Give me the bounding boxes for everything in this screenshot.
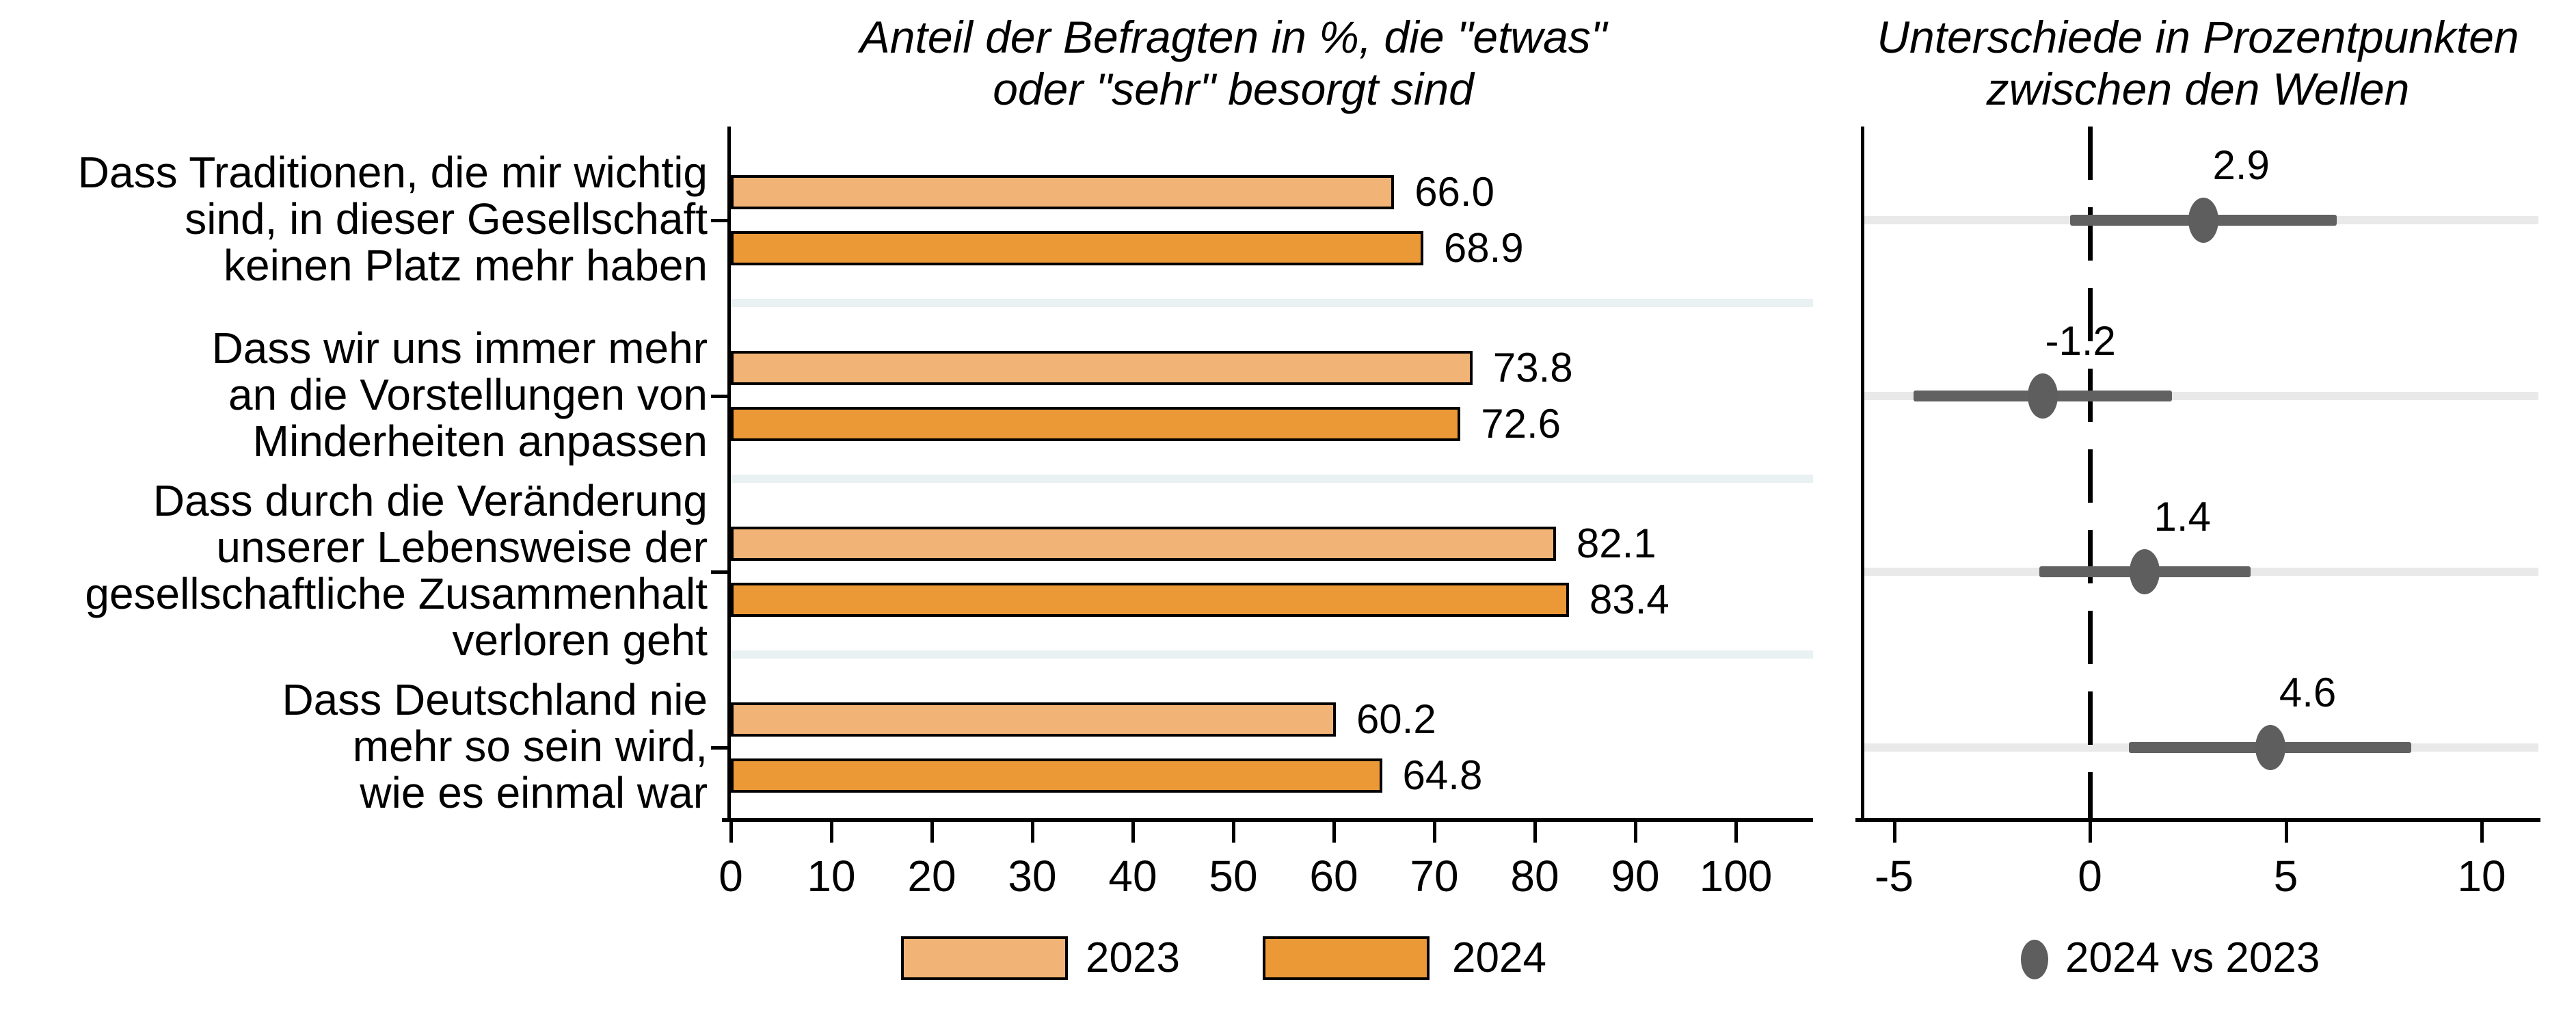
dot-panel-x-tick <box>2089 822 2092 843</box>
bar-2024 <box>731 758 1382 793</box>
dot-panel-x-tick-label: 5 <box>2273 851 2298 901</box>
category-axis-tick <box>711 570 729 574</box>
bar-value-label: 64.8 <box>1402 752 1483 798</box>
bar-panel-x-tick-label: 70 <box>1410 851 1459 901</box>
difference-value-label: 1.4 <box>2154 494 2211 540</box>
dot-panel-x-tick <box>2284 822 2288 843</box>
bar-panel-x-tick <box>1232 822 1235 843</box>
bar-panel-x-tick <box>1734 822 1738 843</box>
bar-panel-x-tick <box>1131 822 1135 843</box>
category-axis-tick <box>711 746 729 750</box>
legend-label-2024-vs-2023: 2024 vs 2023 <box>2065 934 2320 981</box>
group-separator-line <box>731 650 1813 659</box>
category-label: Dass Deutschland nie mehr so sein wird, … <box>282 675 708 817</box>
dot-panel-title-line2: zwischen den Wellen <box>1986 64 2410 114</box>
category-label: Dass Traditionen, die mir wichtig sind, … <box>77 148 708 290</box>
difference-value-label: -1.2 <box>2045 318 2116 364</box>
bar-value-label: 82.1 <box>1576 520 1656 566</box>
bar-panel-x-tick <box>1332 822 1336 843</box>
dot-panel-title: Unterschiede in Prozentpunkten zwischen … <box>1788 11 2576 115</box>
bar-panel-x-tick <box>830 822 833 843</box>
bar-panel-x-tick <box>1634 822 1637 843</box>
bar-2023 <box>731 527 1556 561</box>
bar-panel-x-tick <box>1031 822 1034 843</box>
bar-panel-x-tick-label: 90 <box>1611 851 1660 901</box>
category-label: Dass wir uns immer mehr an die Vorstellu… <box>211 323 708 466</box>
bar-2024 <box>731 231 1423 265</box>
dot-panel-y-axis-line <box>1861 127 1864 818</box>
category-label: Dass durch die Veränderung unserer Leben… <box>85 476 708 665</box>
bar-panel-x-tick <box>1533 822 1537 843</box>
bar-2023 <box>731 351 1473 385</box>
bar-panel-x-tick <box>729 822 733 843</box>
bar-2024 <box>731 407 1461 441</box>
legend-marker-dot-icon <box>2021 940 2048 979</box>
dot-panel-title-line1: Unterschiede in Prozentpunkten <box>1877 12 2519 62</box>
dot-panel-x-tick <box>2480 822 2484 843</box>
bar-2024 <box>731 583 1569 617</box>
category-axis-tick <box>711 395 729 398</box>
dot-panel-x-tick-label: 0 <box>2078 851 2102 901</box>
bar-panel-title: Anteil der Befragten in %, die "etwas" o… <box>721 11 1746 115</box>
dot-panel-x-tick-label: 10 <box>2457 851 2506 901</box>
bar-value-label: 60.2 <box>1356 696 1436 742</box>
bar-2023 <box>731 175 1395 209</box>
legend-label-2024: 2024 <box>1452 934 1546 981</box>
bar-panel-x-tick <box>930 822 934 843</box>
dot-panel-x-tick <box>1892 822 1896 843</box>
bar-panel-title-line2: oder "sehr" besorgt sind <box>993 64 1474 114</box>
legend-swatch-2023 <box>901 936 1068 980</box>
bar-panel-title-line1: Anteil der Befragten in %, die "etwas" <box>859 12 1607 62</box>
difference-value-label: 4.6 <box>2279 670 2337 715</box>
difference-dot <box>2130 549 2160 594</box>
difference-value-label: 2.9 <box>2212 142 2270 188</box>
group-separator-line <box>731 475 1813 483</box>
zero-reference-line <box>2088 127 2093 818</box>
dot-panel-x-axis-line <box>1855 818 2540 822</box>
bar-panel-x-tick-label: 50 <box>1209 851 1258 901</box>
bar-panel-y-axis-line <box>727 127 731 818</box>
bar-panel-x-tick-label: 40 <box>1108 851 1157 901</box>
category-axis-tick <box>711 219 729 222</box>
bar-value-label: 68.9 <box>1443 225 1524 271</box>
difference-dot <box>2188 198 2219 243</box>
legend-swatch-2024 <box>1263 936 1430 980</box>
bar-panel-x-tick-label: 10 <box>807 851 856 901</box>
bar-panel-x-tick-label: 80 <box>1510 851 1559 901</box>
bar-panel-x-tick-label: 30 <box>1008 851 1057 901</box>
bar-value-label: 83.4 <box>1589 577 1669 622</box>
bar-panel-x-tick <box>1433 822 1436 843</box>
bar-value-label: 73.8 <box>1492 345 1573 391</box>
difference-dot <box>2028 373 2058 419</box>
bar-panel-x-tick-label: 20 <box>907 851 956 901</box>
bar-panel-x-tick-label: 60 <box>1309 851 1358 901</box>
bar-value-label: 66.0 <box>1414 169 1494 215</box>
group-separator-line <box>731 299 1813 307</box>
bar-panel-x-axis-line <box>722 818 1813 822</box>
legend-label-2023: 2023 <box>1086 934 1180 981</box>
dot-panel-x-tick-label: -5 <box>1875 851 1914 901</box>
difference-dot <box>2255 725 2285 770</box>
bar-panel-x-tick-label: 100 <box>1699 851 1773 901</box>
bar-value-label: 72.6 <box>1481 401 1561 447</box>
bar-panel-x-tick-label: 0 <box>719 851 743 901</box>
bar-2023 <box>731 702 1336 737</box>
